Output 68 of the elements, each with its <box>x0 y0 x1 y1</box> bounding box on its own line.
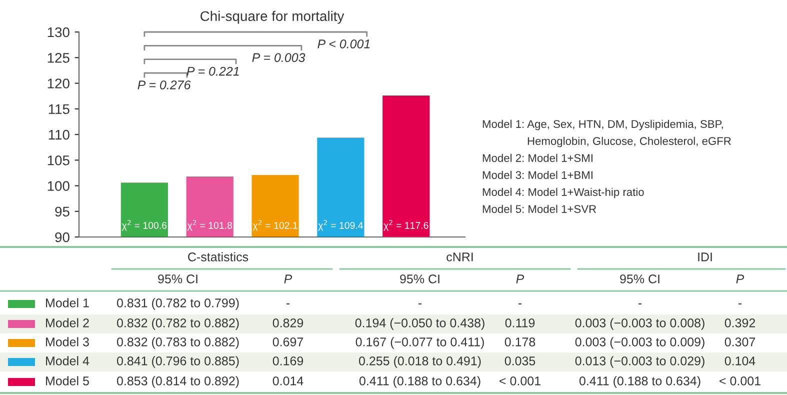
text: P <box>516 274 524 284</box>
data-label: χ$^{2}$ = 109.4 <box>318 220 364 231</box>
y-tick-label: 125 <box>48 52 70 63</box>
y-tick-label: 130 <box>48 27 70 38</box>
text: 0.831 (0.782 to 0.799) <box>116 298 239 310</box>
text: - <box>518 303 522 304</box>
text: Model 1: Age, Sex, HTN, DM, Dyslipidemia, SBP, Hemoglobin, Glucose, Cholesterol, eGFR <box>482 120 731 148</box>
text: 0.307 <box>724 338 756 346</box>
data-label: χ$^{2}$ = 117.6 <box>384 220 428 231</box>
y-tick-label: 95 <box>55 206 70 217</box>
text: P <box>736 274 744 284</box>
text: 0.167 (−0.077 to 0.411) <box>356 337 484 349</box>
y-tick-label: 90 <box>55 232 70 242</box>
text: 0.411 (0.188 to 0.634) <box>579 376 700 388</box>
chart-title: Chi-square for mortality <box>200 10 344 24</box>
category-label: Model 1 <box>46 298 89 308</box>
y-tick-label: 110 <box>48 130 70 140</box>
text: - <box>286 303 290 304</box>
annotation: P = 0.003 <box>252 53 306 62</box>
text: - <box>638 303 642 304</box>
data-label: χ$^{2}$ = 100.6 <box>122 220 167 231</box>
text: Model 4: Model 1+Waist-hip ratio <box>482 188 644 198</box>
category-label: Model 3 <box>46 337 89 346</box>
text: 0.104 <box>724 356 756 366</box>
text: < 0.001 <box>500 376 540 386</box>
text: Model 2: Model 1+SMI <box>482 154 592 162</box>
y-tick-label: 100 <box>48 181 70 191</box>
text: 0.697 <box>272 338 304 346</box>
text: 0.832 (0.782 to 0.882) <box>116 318 239 330</box>
category-label: Model 5 <box>46 376 89 386</box>
y-tick-label: 120 <box>48 78 70 88</box>
text: Model 5: Model 1+SVR <box>482 204 596 213</box>
text: 95% CI <box>400 274 440 284</box>
text: 0.194 (−0.050 to 0.438) <box>355 318 484 330</box>
text: 0.003 (−0.003 to 0.008) <box>575 318 704 330</box>
text: 0.035 <box>504 356 536 366</box>
annotation: P = 0.221 <box>186 66 239 76</box>
y-tick-label: 105 <box>48 155 70 166</box>
y-tick-label: 115 <box>48 104 70 114</box>
text: - <box>418 303 422 304</box>
category-label: Model 2 <box>46 318 89 328</box>
text: 0.832 (0.783 to 0.882) <box>116 337 239 349</box>
text: 0.841 (0.796 to 0.885) <box>116 356 239 368</box>
text: C-statistics <box>188 252 248 262</box>
text: IDI <box>698 252 712 262</box>
category-label: Model 4 <box>46 356 90 366</box>
text: < 0.001 <box>720 376 760 386</box>
annotation: P = 0.276 <box>138 80 191 90</box>
text: 95% CI <box>158 274 198 284</box>
text: 0.392 <box>724 318 756 328</box>
annotation: P < 0.001 <box>318 40 370 48</box>
data-label: χ$^{2}$ = 102.1 <box>252 220 298 231</box>
text: P <box>284 274 292 284</box>
text: 0.255 (0.018 to 0.491) <box>358 356 481 368</box>
text: 0.178 <box>504 338 536 346</box>
text: 0.119 <box>505 318 535 328</box>
text: 0.829 <box>272 318 304 328</box>
text: 0.853 (0.814 to 0.892) <box>116 376 239 388</box>
text: - <box>738 303 742 304</box>
data-label: χ$^{2}$ = 101.8 <box>187 220 232 231</box>
text: 95% CI <box>620 274 660 284</box>
text: Model 3: Model 1+BMI <box>482 170 592 179</box>
text: 0.411 (0.188 to 0.634) <box>359 376 480 388</box>
text: 0.014 <box>272 376 304 386</box>
text: 0.169 <box>272 356 304 366</box>
text: cNRI <box>446 252 473 262</box>
text: 0.003 (−0.003 to 0.009) <box>575 337 704 349</box>
text: 0.013 (−0.003 to 0.029) <box>575 356 704 368</box>
